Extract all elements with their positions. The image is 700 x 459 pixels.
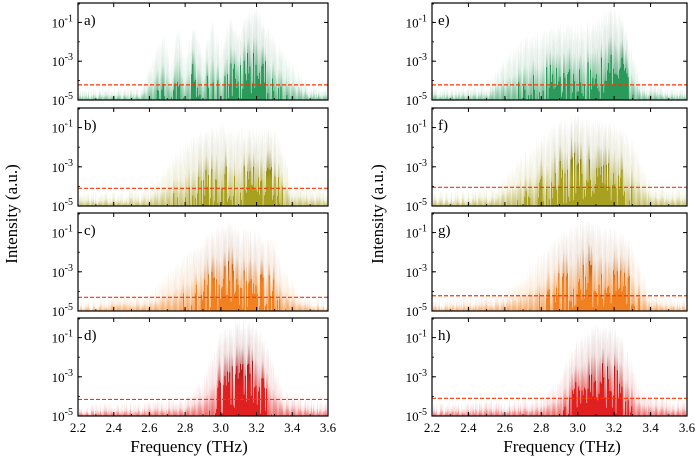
x-axis-title-left: Frequency (THz) [130, 437, 248, 456]
x-tick-label: 2.2 [424, 420, 440, 435]
panel-label: h) [438, 328, 451, 344]
spectrum-line [78, 220, 328, 311]
x-axis-title-right: Frequency (THz) [503, 437, 621, 456]
x-tick-label: 3.6 [679, 420, 696, 435]
panel-label: f) [438, 118, 448, 134]
y-tick-label: 10-3 [52, 263, 73, 280]
spectrum-panel-h: 10-1 10-3 10-52.2 2.4 2.6 2.8 3.0 3.2 3.4 3.6 h) [406, 317, 696, 435]
panel-label: c) [84, 223, 96, 239]
y-tick-label: 10-3 [406, 158, 427, 175]
y-axis-title-left: Intensity (a.u.) [2, 164, 21, 264]
y-tick-label: 10-3 [52, 52, 73, 69]
y-tick-label: 10-1 [406, 119, 427, 136]
spectrum-line [78, 122, 328, 206]
spectrum-fill [78, 4, 328, 100]
spectrum-line [432, 218, 687, 311]
x-tick-label: 3.2 [248, 420, 264, 435]
y-tick-label: 10-3 [52, 158, 73, 175]
spectrum-line [432, 112, 687, 206]
y-tick-label: 10-3 [406, 52, 427, 69]
x-tick-label: 3.0 [570, 420, 586, 435]
panel-label: e) [438, 13, 450, 29]
panel-label: b) [84, 118, 97, 134]
spectrum-panel-b: 10-1 10-3 10-5 b) [52, 107, 329, 214]
x-tick-label: 2.6 [141, 420, 158, 435]
spectrum-panel-d: 10-1 10-3 10-52.2 2.4 2.6 2.8 3.0 3.2 3.4 3.6 d) [52, 317, 337, 435]
spectrum-panel-e: 10-1 10-3 10-5 e) [406, 2, 688, 108]
y-tick-label: 10-5 [406, 407, 427, 424]
panel-label: g) [438, 223, 451, 239]
y-tick-label: 10-1 [406, 224, 427, 241]
y-tick-label: 10-5 [406, 302, 427, 319]
x-tick-label: 2.4 [460, 420, 477, 435]
x-tick-label: 2.8 [533, 420, 549, 435]
x-tick-label: 3.2 [606, 420, 622, 435]
x-tick-label: 2.8 [177, 420, 193, 435]
y-tick-label: 10-1 [52, 13, 73, 30]
x-tick-label: 2.2 [70, 420, 86, 435]
y-tick-label: 10-1 [52, 224, 73, 241]
spectrum-line [78, 3, 328, 100]
y-tick-label: 10-1 [52, 329, 73, 346]
spectrum-line [78, 319, 328, 416]
y-tick-label: 10-3 [52, 368, 73, 385]
panel-label: d) [84, 328, 97, 344]
x-tick-label: 2.6 [497, 420, 514, 435]
y-tick-label: 10-3 [406, 368, 427, 385]
spectrum-line [432, 322, 687, 416]
spectrum-fill [432, 323, 687, 416]
y-tick-label: 10-5 [406, 197, 427, 214]
x-tick-label: 3.4 [284, 420, 301, 435]
spectrum-panel-c: 10-1 10-3 10-5 c) [52, 212, 329, 319]
x-tick-label: 3.0 [213, 420, 229, 435]
x-tick-label: 2.4 [106, 420, 123, 435]
spectrum-panel-f: 10-1 10-3 10-5 f) [406, 107, 688, 214]
y-tick-label: 10-1 [52, 119, 73, 136]
y-tick-label: 10-5 [406, 91, 427, 108]
spectrum-fill [432, 113, 687, 206]
y-tick-label: 10-5 [52, 91, 73, 108]
y-tick-label: 10-5 [52, 197, 73, 214]
spectrum-panel-a: 10-1 10-3 10-5 a) [52, 2, 329, 108]
y-tick-label: 10-5 [52, 302, 73, 319]
spectrum-panel-g: 10-1 10-3 10-5 g) [406, 212, 688, 319]
spectrum-line [432, 5, 687, 100]
x-tick-label: 3.6 [320, 420, 337, 435]
y-tick-label: 10-5 [52, 407, 73, 424]
y-tick-label: 10-3 [406, 263, 427, 280]
x-tick-label: 3.4 [642, 420, 659, 435]
y-tick-label: 10-1 [406, 329, 427, 346]
spectrum-fill [78, 319, 328, 416]
panel-label: a) [84, 13, 96, 29]
y-tick-label: 10-1 [406, 13, 427, 30]
y-axis-title-right: Intensity (a.u.) [368, 164, 387, 264]
